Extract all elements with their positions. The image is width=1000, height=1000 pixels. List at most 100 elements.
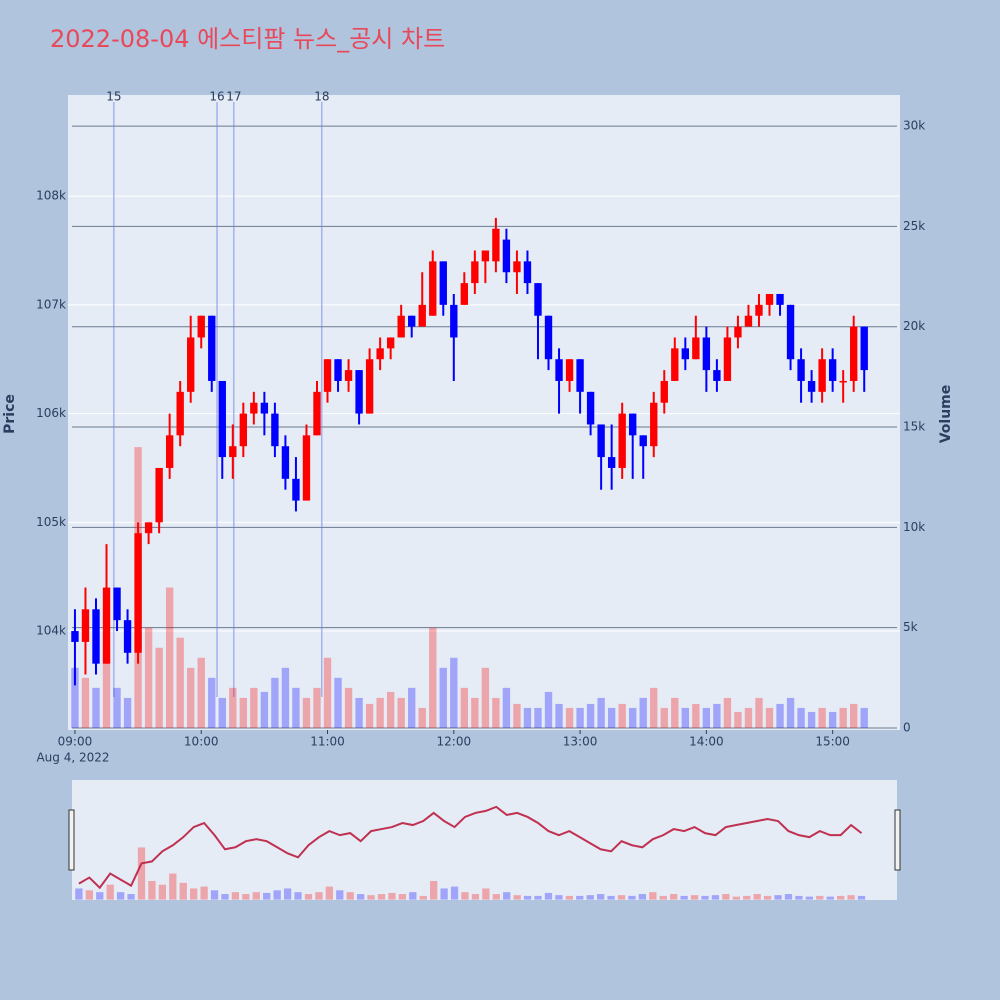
volume-bar <box>597 697 605 728</box>
candle-body <box>629 413 637 436</box>
volume-bar <box>765 707 774 728</box>
candle-body <box>439 261 447 305</box>
volume-bar <box>429 627 437 728</box>
candle-body <box>576 359 584 392</box>
range-slider[interactable] <box>72 780 897 900</box>
mini-volume-bar <box>106 884 114 900</box>
volume-bar <box>302 697 311 728</box>
volume-bar <box>155 647 163 728</box>
candle-body <box>292 478 300 501</box>
candle-body <box>597 424 605 458</box>
volume-bar <box>292 687 300 728</box>
mini-volume-bar <box>471 894 480 900</box>
volume-bar <box>502 687 511 728</box>
y-tick-label: 104k <box>36 624 66 638</box>
candle-body <box>386 337 395 349</box>
mini-volume-bar <box>409 892 417 900</box>
volume-bar <box>650 687 658 728</box>
candle-body <box>460 283 469 305</box>
mini-volume-bar <box>565 895 573 900</box>
candle-body <box>786 304 795 360</box>
x-tick-label: 13:00 <box>563 735 598 749</box>
candle-body <box>565 359 574 381</box>
candle-body <box>534 283 542 316</box>
mini-volume-bar <box>190 888 198 900</box>
candle-body <box>450 304 458 338</box>
mini-volume-bar <box>523 895 532 900</box>
mini-volume-bar <box>231 892 240 900</box>
candle-body <box>365 359 374 414</box>
candle-body <box>681 348 690 360</box>
mini-volume-bar <box>346 892 354 900</box>
candle-body <box>187 337 195 392</box>
candle-body <box>271 413 279 447</box>
y2-tick-label: 0 <box>903 720 911 734</box>
news-label: 16 <box>209 90 224 104</box>
volume-bar <box>197 657 205 728</box>
mini-volume-bar <box>492 894 500 900</box>
mini-volume-bar <box>586 895 594 900</box>
mini-volume-bar <box>690 895 699 900</box>
x-tick-label: 14:00 <box>689 735 724 749</box>
volume-bar <box>639 697 647 728</box>
mini-volume-bar <box>576 895 584 900</box>
mini-volume-bar <box>430 880 438 900</box>
mini-volume-bar <box>419 895 427 900</box>
volume-bar <box>744 707 753 728</box>
candle-body <box>408 315 416 327</box>
mini-volume-bar <box>701 895 709 900</box>
mini-volume-bar <box>315 892 323 900</box>
mini-volume-bar <box>596 894 605 900</box>
mini-volume-bar <box>503 892 511 900</box>
candle-body <box>839 380 847 383</box>
news-label: 15 <box>106 90 121 104</box>
x-tick-label: 11:00 <box>310 735 345 749</box>
volume-bar <box>797 707 805 728</box>
chart-title: 2022-08-04 에스티팜 뉴스_공시 차트 <box>50 25 445 53</box>
x-tick-label: 09:00 <box>58 735 93 749</box>
y-tick-label: 105k <box>36 515 66 529</box>
candle-body <box>113 587 121 621</box>
candle-body <box>671 348 679 381</box>
candle-body <box>776 293 784 305</box>
volume-bar <box>618 703 626 728</box>
candle-body <box>134 533 142 653</box>
candle-body <box>765 293 774 305</box>
mini-volume-bar <box>137 847 146 900</box>
volume-bar <box>344 687 353 728</box>
candle-body <box>165 435 174 468</box>
mini-volume-bar <box>816 895 824 900</box>
mini-volume-bar <box>659 895 667 900</box>
candle-body <box>197 315 205 338</box>
mini-volume-bar <box>805 896 813 900</box>
volume-bar <box>807 711 816 728</box>
volume-bar <box>576 707 584 728</box>
mini-volume-bar <box>513 895 521 900</box>
news-label: 17 <box>226 90 241 104</box>
volume-bar <box>144 627 153 728</box>
volume-bar <box>250 687 258 728</box>
range-handle-left[interactable] <box>68 809 75 871</box>
range-handle-right[interactable] <box>894 809 901 871</box>
volume-bar <box>113 687 121 728</box>
volume-bar <box>513 703 521 728</box>
y-tick-label: 107k <box>36 297 66 311</box>
volume-bar <box>523 707 532 728</box>
candle-body <box>702 337 711 371</box>
volume-bar <box>460 687 469 728</box>
volume-bar <box>418 707 426 728</box>
volume-bar <box>723 697 732 728</box>
volume-bar <box>123 697 132 728</box>
mini-volume-bar <box>732 896 740 900</box>
candle-body <box>850 326 858 381</box>
candle-body <box>144 522 153 534</box>
volume-bar <box>860 707 868 728</box>
candle-body <box>492 228 500 262</box>
mini-volume-bar <box>388 892 396 900</box>
volume-bar <box>71 667 79 728</box>
volume-bar <box>376 697 384 728</box>
mini-volume-bar <box>743 895 751 900</box>
volume-bar <box>481 667 490 728</box>
candle-body <box>471 261 479 284</box>
mini-volume-bar <box>555 895 563 900</box>
